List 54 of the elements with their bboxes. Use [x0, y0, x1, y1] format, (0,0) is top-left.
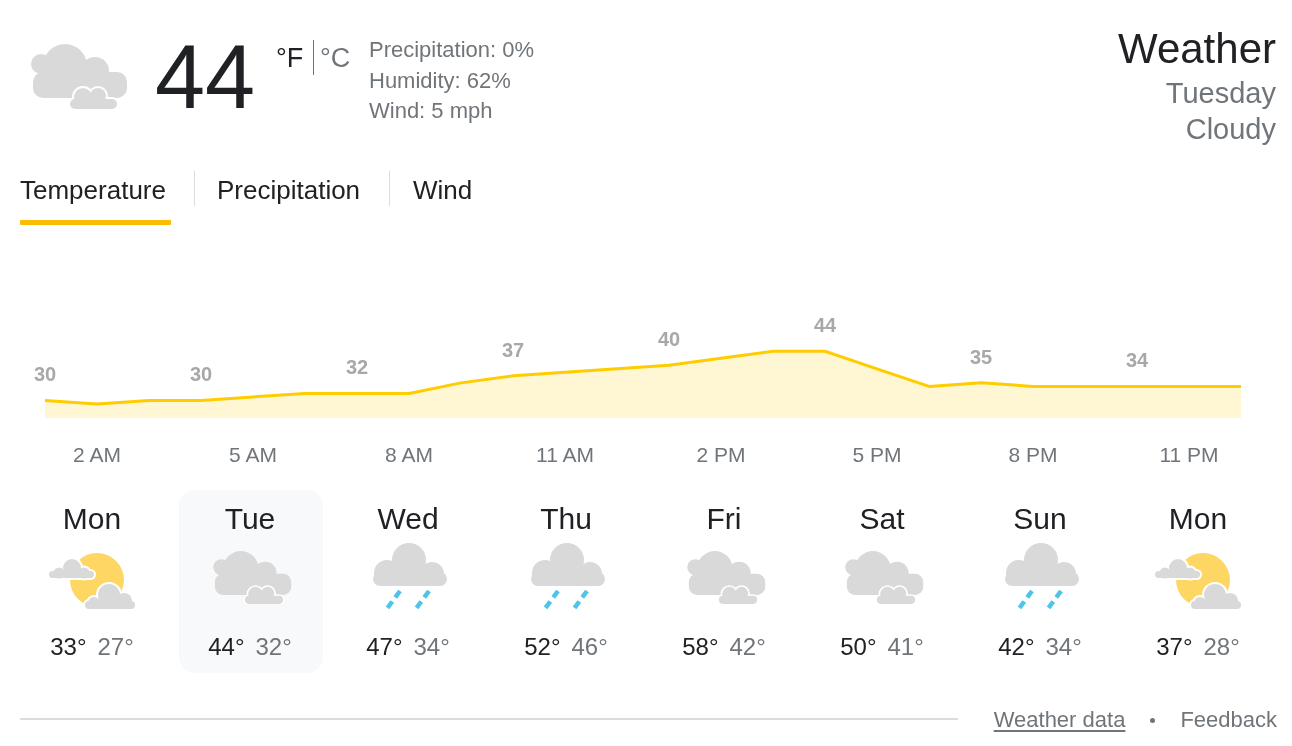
- text: 44°: [208, 632, 245, 660]
- text: 46°: [571, 632, 608, 660]
- annotation: Wed: [377, 501, 439, 535]
- x-tick-label: 11 PM: [1159, 443, 1219, 467]
- text: 58°: [682, 632, 719, 660]
- text: Feedback: [1180, 707, 1277, 733]
- data-label: 37: [501, 338, 525, 361]
- annotation: Fri: [706, 501, 742, 535]
- text: 52°: [524, 632, 561, 660]
- text: 34°: [413, 632, 450, 660]
- text: 44: [155, 26, 256, 127]
- data-label: 34: [1125, 349, 1149, 372]
- annotation: Sat: [859, 501, 905, 535]
- text: Tuesday: [1165, 77, 1276, 110]
- text: °C: [320, 43, 351, 74]
- data-label: 35: [969, 345, 993, 368]
- text: 32°: [255, 632, 292, 660]
- text: 33°: [50, 632, 87, 660]
- text: 28°: [1203, 632, 1240, 660]
- text: Precipitation: [217, 174, 361, 205]
- x-tick-label: 8 AM: [385, 443, 433, 467]
- data-label: 44: [813, 314, 837, 337]
- text: 27°: [97, 632, 134, 660]
- x-tick-label: 5 AM: [229, 443, 277, 467]
- x-tick-label: 11 AM: [536, 443, 594, 467]
- text: Wind: 5 mph: [369, 98, 493, 124]
- data-label: 40: [657, 328, 681, 351]
- text: Weather data: [993, 707, 1126, 733]
- data-label: 30: [33, 363, 57, 386]
- annotation: Mon: [1168, 501, 1228, 535]
- text: Wind: [413, 174, 473, 205]
- text: Cloudy: [1185, 113, 1276, 146]
- text: 42°: [729, 632, 766, 660]
- annotation: Thu: [540, 501, 592, 535]
- annotation: Sun: [1013, 501, 1067, 535]
- x-tick-label: 8 PM: [1008, 443, 1058, 467]
- text: Humidity: 62%: [369, 67, 511, 93]
- text: °F: [276, 43, 304, 74]
- text: 50°: [840, 632, 877, 660]
- text: Weather: [1118, 25, 1276, 73]
- text: 34°: [1045, 632, 1082, 660]
- text: 47°: [366, 632, 403, 660]
- data-label: 30: [189, 363, 213, 386]
- text: Precipitation: 0%: [369, 36, 535, 62]
- text: 41°: [887, 632, 924, 660]
- x-tick-label: 5 PM: [852, 443, 902, 467]
- annotation: Tue: [224, 501, 276, 535]
- data-label: 32: [345, 356, 369, 379]
- text: 42°: [998, 632, 1035, 660]
- annotation: Mon: [62, 501, 122, 535]
- x-tick-label: 2 PM: [696, 443, 746, 467]
- x-tick-label: 2 AM: [73, 443, 121, 467]
- text: Temperature: [20, 174, 166, 205]
- text: 37°: [1156, 632, 1193, 660]
